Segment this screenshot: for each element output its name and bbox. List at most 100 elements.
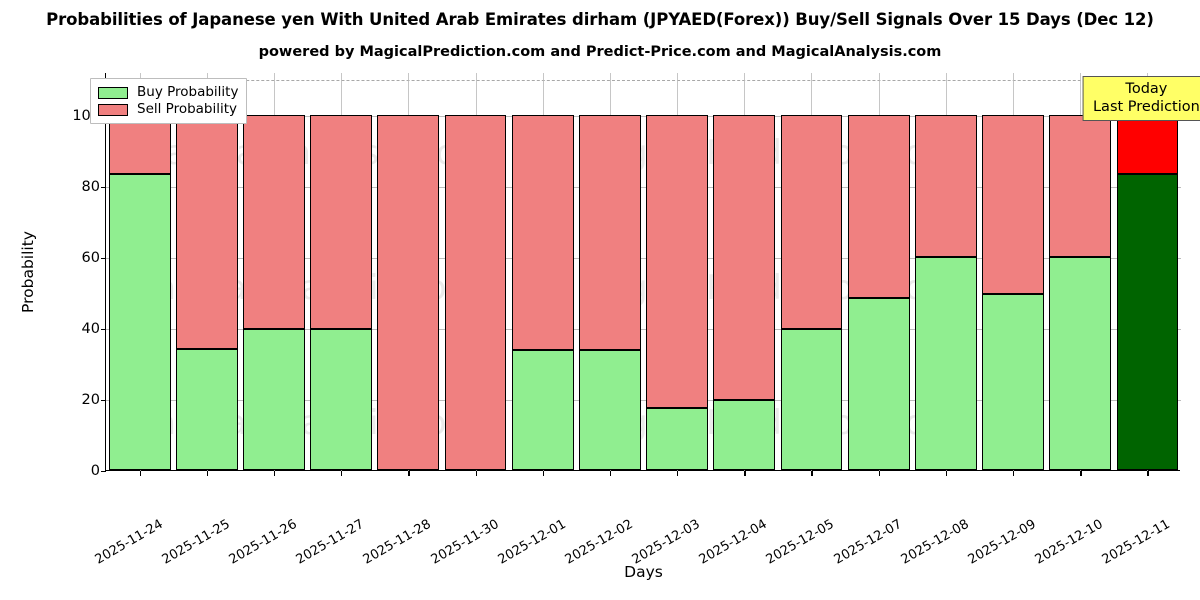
x-tick-label-2025-12-02: 2025-12-02 (562, 516, 636, 568)
bar-group (243, 72, 305, 470)
x-tick-mark-3 (341, 471, 343, 476)
x-tick-label-2025-11-28: 2025-11-28 (361, 516, 434, 568)
dashed-reference-line (106, 80, 1181, 82)
bar-group (175, 72, 238, 470)
y-axis-label: Probability (19, 231, 37, 313)
bar-segment-sell (377, 114, 440, 470)
bar-group (847, 72, 910, 470)
bar-segment-sell (511, 114, 574, 351)
x-tick-label-2025-11-30: 2025-11-30 (428, 516, 502, 568)
x-tick-label-2025-12-10: 2025-12-10 (1032, 516, 1106, 568)
bar-group (914, 72, 977, 470)
x-tick-label-2025-12-09: 2025-12-09 (965, 516, 1039, 568)
bar-group (982, 72, 1044, 470)
bar-segment-sell (1049, 114, 1112, 257)
x-tick-mark-6 (542, 471, 545, 476)
x-tick-label-2025-12-08: 2025-12-08 (898, 516, 972, 568)
chart-subtitle: powered by MagicalPrediction.com and Pre… (258, 44, 942, 60)
legend-item-buy: Buy Probability (98, 84, 238, 101)
bar-segment-buy (243, 329, 305, 470)
today-annotation-line1: Today (1125, 81, 1168, 97)
legend-item-sell: Sell Probability (98, 101, 238, 118)
x-tick-mark-13 (1013, 471, 1015, 476)
x-tick-label-2025-12-11: 2025-12-11 (1100, 516, 1174, 568)
x-tick-mark-10 (811, 471, 813, 476)
bar-segment-buy (579, 350, 641, 470)
y-tick-label-80: 80 (81, 178, 100, 195)
x-tick-label-2025-11-27: 2025-11-27 (293, 516, 367, 568)
bar-group (1116, 72, 1179, 470)
x-tick-label-2025-11-25: 2025-11-25 (159, 516, 233, 568)
bar-segment-buy (1049, 256, 1112, 470)
x-tick-label-2025-11-26: 2025-11-26 (226, 516, 300, 568)
x-tick-mark-12 (945, 471, 948, 476)
bar-group (511, 72, 574, 470)
x-tick-label-2025-12-01: 2025-12-01 (495, 516, 569, 568)
bar-segment-sell (1116, 114, 1179, 174)
x-tick-label-2025-12-07: 2025-12-07 (831, 516, 905, 568)
y-tick-label-60: 60 (81, 249, 100, 266)
bar-segment-buy (914, 256, 977, 470)
gridline-y-100 (106, 115, 1181, 117)
bar-segment-buy (847, 297, 910, 470)
x-tick-label-2025-11-24: 2025-11-24 (92, 516, 166, 568)
bar-group (377, 72, 440, 470)
bar-segment-buy (175, 349, 238, 470)
bar-group (1049, 72, 1112, 470)
legend-swatch-sell-icon (98, 103, 128, 116)
x-tick-label-2025-12-03: 2025-12-03 (629, 516, 703, 568)
x-tick-mark-0 (139, 471, 141, 476)
bar-segment-sell (780, 114, 843, 330)
x-tick-label-2025-12-04: 2025-12-04 (696, 516, 770, 568)
gridline-y-80 (106, 186, 1181, 188)
bar-segment-buy (310, 329, 373, 470)
x-tick-mark-4 (408, 471, 410, 476)
y-tick-label-0: 0 (90, 463, 100, 479)
bar-segment-sell (175, 114, 238, 350)
bar-segment-buy (780, 329, 843, 470)
x-tick-mark-5 (475, 471, 477, 476)
bar-group (713, 72, 776, 470)
x-axis-label: Days (624, 563, 663, 581)
bar-group (444, 72, 507, 470)
x-tick-mark-7 (609, 471, 612, 476)
y-tick-mark-20 (101, 399, 106, 402)
plot-area: MagicalAnalysis.comMagicalPrediction.com… (19, 72, 1181, 581)
x-tick-mark-15 (1147, 471, 1149, 476)
bar-segment-sell (579, 114, 641, 351)
bar-group (780, 72, 843, 470)
x-tick-mark-9 (744, 471, 746, 476)
y-tick-mark-80 (101, 186, 106, 188)
x-tick-mark-1 (206, 471, 209, 476)
x-tick-mark-14 (1080, 471, 1082, 476)
y-tick-label-40: 40 (81, 320, 100, 337)
bar-segment-sell (646, 114, 708, 408)
y-tick-label-20: 20 (81, 391, 100, 408)
today-annotation-line2: Last Prediction (1092, 99, 1200, 115)
legend-label-sell: Sell Probability (137, 101, 238, 117)
gridline-y-40 (106, 328, 1181, 330)
bar-segment-buy (108, 174, 171, 470)
bar-group (108, 72, 171, 470)
bar-segment-sell (713, 114, 776, 401)
bar-segment-sell (310, 114, 373, 330)
bar-segment-sell (982, 114, 1044, 295)
y-tick-mark-0 (101, 471, 106, 473)
bar-segment-sell (914, 114, 977, 257)
x-tick-mark-8 (677, 471, 679, 476)
bar-segment-buy (646, 407, 708, 470)
legend-swatch-buy-icon (98, 86, 128, 99)
gridline-y-20 (106, 399, 1181, 401)
legend-label-buy: Buy Probability (137, 84, 239, 100)
gridline-y-60 (106, 257, 1181, 259)
bar-segment-buy (1116, 174, 1179, 470)
chart-title: Probabilities of Japanese yen With Unite… (46, 10, 1154, 29)
chart-legend: Buy Probability Sell Probability (90, 78, 248, 124)
bar-segment-buy (713, 400, 776, 470)
x-tick-label-2025-12-05: 2025-12-05 (764, 516, 838, 568)
bar-segment-sell (444, 114, 507, 470)
today-annotation: Today Last Prediction (1082, 76, 1200, 121)
x-tick-mark-2 (273, 471, 276, 476)
y-tick-mark-60 (101, 257, 106, 260)
